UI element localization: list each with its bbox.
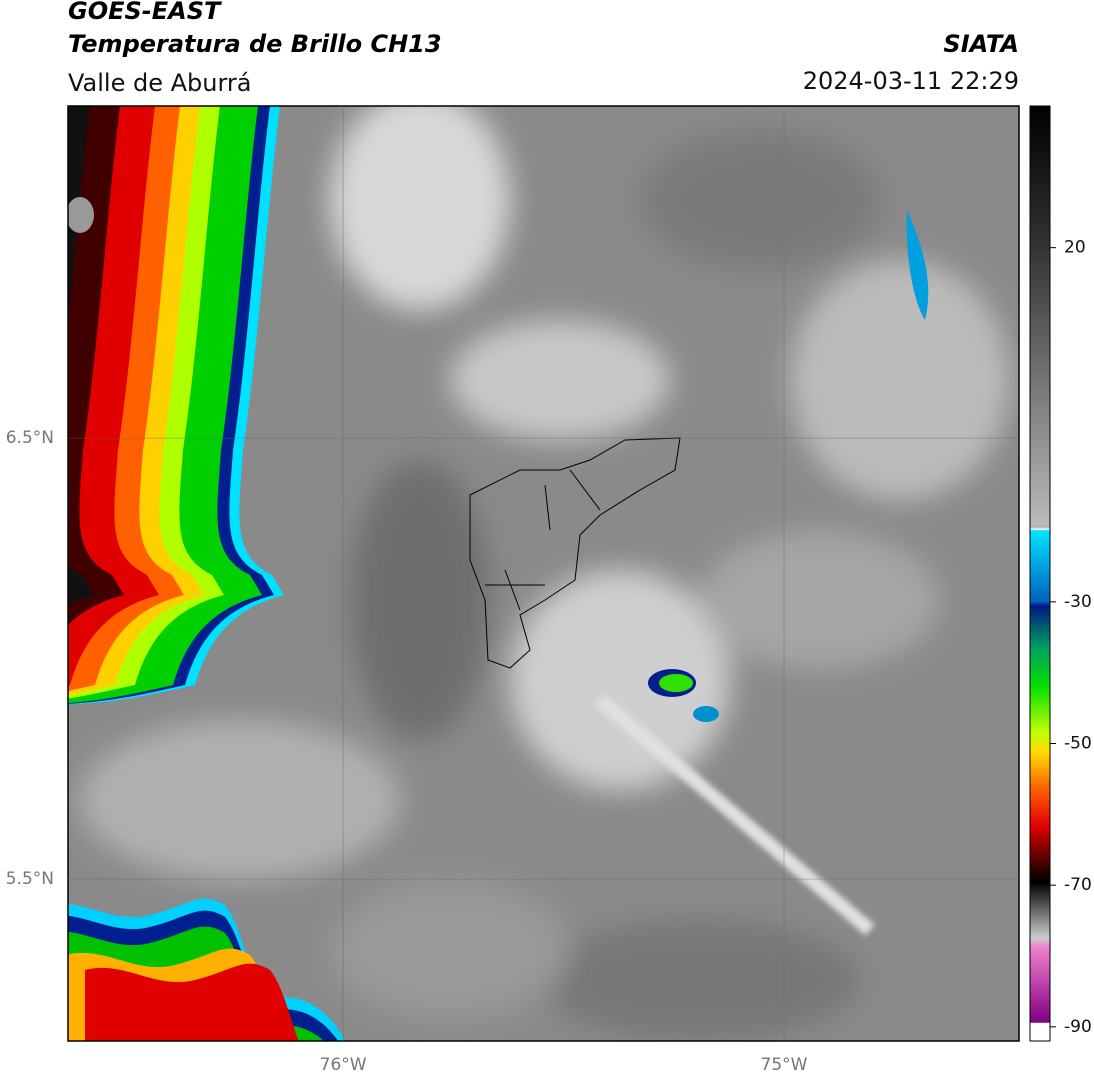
colorbar-tick-label: -50 [1064,734,1092,754]
x-tick-label: 76°W [320,1055,367,1075]
map-frame [67,105,1020,1042]
region: Valle de Aburrá [68,69,252,97]
x-tick-label: 75°W [761,1055,808,1075]
source: SIATA [943,30,1019,58]
colorbar-tick-label: -30 [1064,592,1092,612]
colorbar-tick-label: 20 [1064,238,1086,258]
colorbar-tick-label: -90 [1064,1017,1092,1037]
datetime: 2024-03-11 22:29 [803,67,1019,95]
map-image [68,106,1019,1041]
y-tick-label: 6.5°N [6,428,54,448]
y-tick-label: 5.5°N [6,869,54,889]
subtitle: Temperatura de Brillo CH13 [68,30,442,58]
colorbar-tick-label: -70 [1064,875,1092,895]
colorbar [1029,105,1051,1042]
title: GOES-EAST [68,0,222,25]
